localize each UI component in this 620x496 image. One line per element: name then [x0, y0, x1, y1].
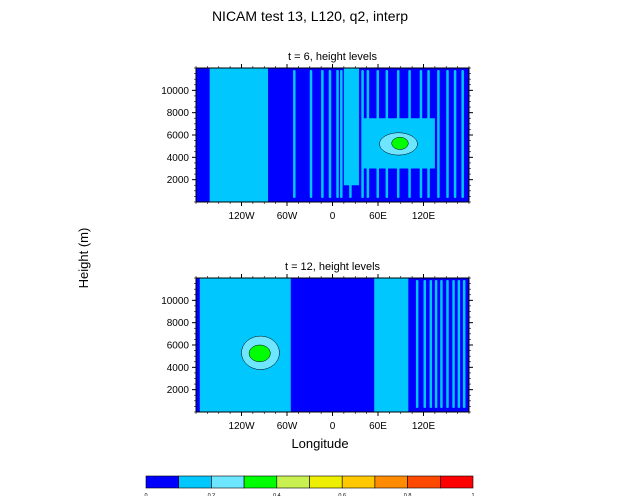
panel-title: t = 12, height levels [285, 261, 381, 273]
colorbar-swatch [309, 475, 343, 489]
y-axis-label: Height (m) [76, 228, 91, 289]
x-tick-label: 60W [277, 421, 298, 432]
field-streak [423, 280, 426, 408]
y-tick-label: 8000 [167, 108, 190, 119]
y-tick-label: 6000 [167, 341, 190, 352]
field-streak [446, 70, 449, 198]
y-tick-label: 6000 [167, 131, 190, 142]
colorbar-label: 0 [144, 493, 147, 496]
field-streak [340, 70, 343, 198]
x-tick-label: 120W [228, 211, 255, 222]
y-tick-label: 10000 [161, 296, 189, 307]
contour-level-1 [374, 278, 409, 412]
panel-1: t = 6, height levels 120W 60W 0 60E 120E 2000 4… [161, 51, 473, 222]
colorbar-label: 0.8 [404, 493, 412, 496]
contour-level-3 [248, 344, 271, 362]
field-streak [461, 70, 464, 198]
field-streak [434, 280, 438, 408]
field-streak [437, 70, 440, 198]
colorbar-label: 1 [471, 493, 474, 496]
colorbar-swatch [243, 475, 278, 489]
colorbar-swatch [341, 475, 376, 489]
colorbar-swatch [211, 475, 245, 489]
figure-title: NICAM test 13, L120, q2, interp [212, 8, 408, 24]
panels: t = 6, height levels 120W 60W 0 60E 120E 2000 4… [161, 51, 473, 432]
field-streak [293, 70, 296, 198]
field-streak [452, 280, 455, 408]
x-tick-label: 0 [330, 421, 336, 432]
colorbar-label: 0.2 [208, 493, 216, 496]
field-streak [328, 70, 332, 198]
colorbar-swatch [407, 475, 441, 489]
contour-level-3 [391, 136, 409, 150]
field-streak [321, 70, 324, 198]
contour-level-1 [209, 68, 269, 202]
colorbar: 0 0.2 0.4 0.6 0.8 1 [144, 475, 475, 496]
y-tick-label: 2000 [167, 175, 190, 186]
x-axis-label: Longitude [291, 436, 348, 451]
colorbar-swatch [276, 475, 310, 489]
contour-level-1 [343, 68, 360, 186]
y-tick-label: 10000 [161, 86, 189, 97]
colorbar-label: 0.6 [338, 493, 346, 496]
x-tick-label: 60W [277, 211, 298, 222]
x-tick-label: 120E [412, 421, 436, 432]
field-streak [440, 280, 443, 408]
colorbar-label: 0.4 [273, 493, 281, 496]
field-streak [462, 280, 466, 408]
x-tick-label: 120W [228, 421, 255, 432]
field-streak [429, 280, 433, 408]
field-streak [309, 70, 313, 198]
colorbar-swatch [439, 475, 474, 489]
colorbar-swatch [374, 475, 408, 489]
field-streak [415, 280, 419, 408]
x-tick-label: 0 [330, 211, 336, 222]
field-streak [457, 280, 461, 408]
panel-title: t = 6, height levels [288, 51, 377, 63]
y-tick-label: 8000 [167, 318, 190, 329]
y-tick-label: 4000 [167, 363, 190, 374]
x-tick-label: 60E [369, 211, 387, 222]
colorbar-swatch [145, 475, 180, 489]
field-streak [453, 70, 457, 198]
y-tick-label: 4000 [167, 153, 190, 164]
field-streak [336, 70, 339, 198]
panel-2: t = 12, height levels 120W 60W 0 60E 120E 2000… [161, 261, 473, 432]
x-tick-label: 120E [412, 211, 436, 222]
field-streak [446, 280, 449, 408]
colorbar-swatch [178, 475, 212, 489]
y-tick-label: 2000 [167, 385, 190, 396]
x-tick-label: 60E [369, 421, 387, 432]
